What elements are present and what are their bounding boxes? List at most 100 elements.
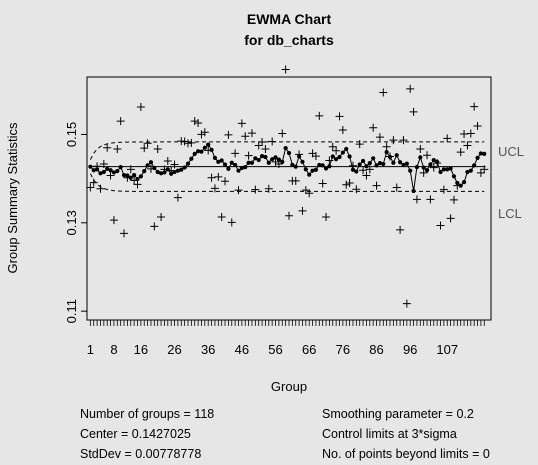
- group-stat-point: [163, 156, 172, 165]
- group-stat-point: [416, 145, 425, 154]
- group-stat-point: [268, 137, 277, 146]
- ucl-label: UCL: [498, 144, 524, 159]
- group-stat-point: [406, 84, 415, 93]
- ewma-point: [145, 163, 150, 168]
- ewma-point: [266, 160, 271, 165]
- ewma-point: [307, 172, 312, 177]
- group-stat-point: [352, 185, 361, 194]
- x-tick-label: 16: [134, 342, 148, 357]
- group-stat-point: [150, 222, 159, 231]
- group-stat-point: [251, 185, 260, 194]
- ewma-point: [411, 188, 416, 194]
- group-stat-point: [389, 136, 398, 145]
- group-stat-point: [116, 117, 125, 126]
- group-stat-point: [261, 145, 270, 154]
- ewma-point: [91, 168, 96, 173]
- ewma-point: [175, 168, 180, 173]
- stat-control-limits: Control limits at 3*sigma: [322, 427, 457, 441]
- ewma-point: [222, 162, 228, 167]
- group-stat-point: [429, 163, 438, 172]
- group-stat-point: [332, 146, 341, 155]
- group-stat-point: [318, 179, 327, 188]
- ewma-point: [216, 159, 221, 164]
- ewma-point: [391, 160, 396, 165]
- group-stat-point: [258, 137, 267, 146]
- x-tick-label: 76: [336, 342, 350, 357]
- stat-smoothing: Smoothing parameter = 0.2: [322, 407, 474, 421]
- ewma-point: [303, 167, 308, 172]
- ewma-point: [468, 168, 473, 173]
- ewma-point: [360, 158, 366, 164]
- ewma-point: [243, 165, 248, 170]
- x-tick-label: 26: [167, 342, 181, 357]
- ewma-point: [256, 157, 261, 163]
- ewma-point: [259, 153, 265, 159]
- group-stat-point: [133, 180, 142, 189]
- group-stat-point: [237, 119, 246, 128]
- y-tick-label: 0.13: [64, 210, 79, 235]
- ewma-point: [327, 164, 332, 169]
- ewma-point: [196, 149, 201, 154]
- ewma-point: [290, 162, 295, 168]
- group-stat-point: [449, 195, 458, 204]
- ewma-point: [297, 154, 302, 159]
- ewma-point: [317, 162, 322, 168]
- group-stat-point: [470, 102, 479, 111]
- group-stat-point: [372, 181, 381, 190]
- ewma-point: [398, 160, 403, 165]
- group-stat-point: [322, 213, 331, 222]
- group-stat-point: [396, 225, 405, 234]
- ewma-line: [90, 143, 485, 192]
- group-stat-point: [89, 178, 98, 187]
- ewma-point: [286, 150, 292, 156]
- group-stat-point: [359, 166, 368, 175]
- ewma-point: [202, 145, 207, 150]
- ewma-point: [445, 167, 450, 172]
- ewma-point: [270, 157, 275, 162]
- ewma-point: [128, 175, 133, 180]
- group-stat-point: [217, 213, 226, 222]
- group-stat-point: [463, 141, 472, 150]
- ewma-point: [347, 154, 352, 159]
- ewma-point: [441, 167, 446, 172]
- group-stat-point: [446, 214, 455, 223]
- ewma-point: [354, 169, 359, 174]
- ewma-chart: EWMA Chart for db_charts 0.11 0.13 0.15 1 8…: [5, 11, 524, 394]
- ewma-point: [414, 165, 420, 170]
- ewma-point: [125, 173, 130, 178]
- ewma-point: [384, 150, 389, 155]
- stat-stddev: StdDev = 0.00778778: [80, 447, 202, 461]
- ewma-point: [377, 161, 382, 166]
- ewma-point: [313, 167, 319, 172]
- ewma-point: [323, 166, 329, 171]
- group-stat-point: [153, 145, 162, 154]
- x-tick-label: 56: [268, 342, 282, 357]
- ewma-point: [101, 169, 106, 175]
- group-stat-point: [325, 156, 334, 165]
- ewma-point: [350, 167, 356, 172]
- group-stat-point: [264, 184, 273, 193]
- ewma-point: [340, 150, 345, 155]
- x-axis-label: Group: [271, 379, 307, 394]
- group-stat-point: [456, 148, 465, 157]
- stat-number-of-groups: Number of groups = 118: [80, 407, 215, 421]
- stat-center: Center = 0.1427025: [80, 427, 191, 441]
- ewma-point: [394, 153, 399, 158]
- ewma-point: [387, 154, 393, 160]
- ewma-point: [283, 146, 288, 151]
- ewma-point: [253, 156, 258, 161]
- ewma-point: [189, 156, 194, 161]
- group-stat-point: [109, 216, 118, 225]
- ewma-point: [438, 169, 443, 175]
- ewma-point: [435, 159, 440, 164]
- group-stat-point: [365, 165, 374, 174]
- group-stat-point: [409, 107, 418, 116]
- group-stat-point: [173, 193, 182, 202]
- ewma-point: [165, 167, 170, 172]
- group-stat-point: [180, 137, 189, 146]
- group-stat-point: [311, 152, 320, 161]
- group-stat-point: [281, 65, 290, 74]
- ewma-point: [334, 157, 339, 162]
- group-stat-point: [399, 136, 408, 145]
- ucl-line: [89, 141, 485, 160]
